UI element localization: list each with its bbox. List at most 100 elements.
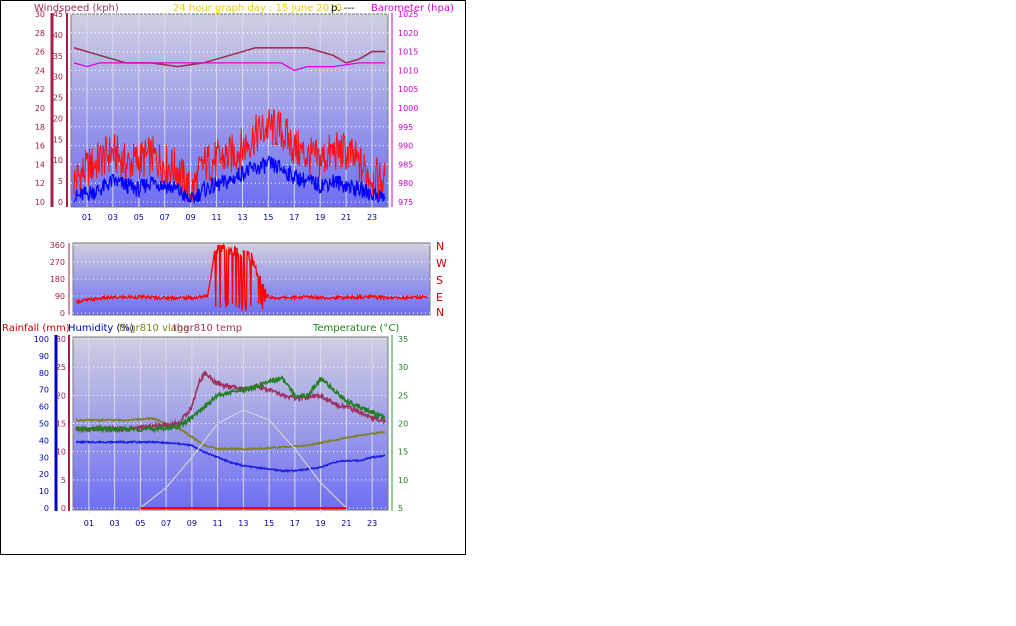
temperature-tick: 20: [398, 420, 408, 429]
weather-graph: Windspeed (kph) 24 hour graph day : 15 J…: [2, 3, 454, 528]
top-hour-tick: 21: [341, 213, 351, 222]
barometer2-series: [73, 62, 385, 72]
bottom-hour-tick: 09: [187, 519, 197, 528]
baro-axis-label: Barometer (hpa): [371, 3, 454, 14]
rain-tick: 0: [44, 504, 49, 513]
rain-tick: 100: [34, 335, 49, 344]
top-hour-tick: 01: [82, 213, 92, 222]
wind-outer-tick: 28: [35, 29, 45, 38]
bottom-hour-tick: 11: [213, 519, 223, 528]
vlaga-legend: thgr810 vlaga: [119, 323, 189, 334]
humidity-tick: 10: [56, 448, 66, 457]
wind-outer-tick: 20: [35, 104, 45, 113]
wind-outer-tick: 30: [35, 10, 45, 19]
temperature-tick: 25: [398, 391, 408, 400]
wind-outer-tick: 18: [35, 123, 45, 132]
temperature-tick: 10: [398, 476, 408, 485]
top-hour-tick: 15: [263, 213, 273, 222]
wind-direction-series: [75, 243, 428, 312]
wind-outer-tick: 16: [35, 142, 45, 151]
baro-tick: 975: [398, 198, 413, 207]
humidity-axis-label: Humidity (%): [68, 323, 134, 334]
wind-outer-tick: 12: [35, 179, 45, 188]
rain-axis-label: Rainfall (mm): [2, 323, 70, 334]
humidity-tick: 20: [56, 391, 66, 400]
humidity-tick: 15: [56, 420, 66, 429]
top-hour-tick: 19: [315, 213, 325, 222]
bottom-hour-tick: 15: [264, 519, 274, 528]
rain-tick: 20: [39, 470, 49, 479]
baro-tick: 1010: [398, 66, 418, 75]
graph-title: 24 hour graph day : 15 June 2010: [173, 3, 342, 14]
baro-tick: 1020: [398, 29, 418, 38]
humidity-tick: 5: [61, 476, 66, 485]
top-hour-tick: 11: [211, 213, 221, 222]
top-hour-tick: 13: [237, 213, 247, 222]
wind-inner-tick: 10: [53, 156, 63, 165]
wind-axis-label: Windspeed (kph): [34, 3, 119, 14]
wind-inner-tick: 25: [53, 94, 63, 103]
humidity-series: [75, 439, 386, 473]
bottom-hour-tick: 19: [316, 519, 326, 528]
wind-outer-tick: 10: [35, 198, 45, 207]
bottom-hour-tick: 07: [161, 519, 171, 528]
bottom-hour-tick: 23: [367, 519, 377, 528]
direction-tick: 180: [50, 275, 65, 284]
rain-tick: 40: [39, 436, 49, 445]
compass-w: W: [436, 257, 447, 270]
rain-tick: 50: [39, 420, 49, 429]
wind-outer-tick: 22: [35, 85, 45, 94]
wind-inner-tick: 35: [53, 52, 63, 61]
compass-e: E: [436, 291, 443, 304]
baro-tick: 1025: [398, 10, 418, 19]
direction-tick: 270: [50, 258, 65, 267]
humidity-tick: 25: [56, 363, 66, 372]
temperature-series: [75, 375, 386, 434]
wind-outer-tick: 26: [35, 48, 45, 57]
wind-inner-tick: 5: [58, 177, 63, 186]
bottom-hour-tick: 21: [341, 519, 351, 528]
top-hour-tick: 17: [289, 213, 299, 222]
bottom-hour-tick: 17: [290, 519, 300, 528]
top-hour-tick: 05: [134, 213, 144, 222]
direction-tick: 90: [55, 292, 65, 301]
wind-outer-tick: 14: [35, 160, 45, 169]
vlaga-series: [75, 416, 386, 452]
baro-tick: 985: [398, 160, 413, 169]
wind-inner-tick: 30: [53, 73, 63, 82]
baro-tick: 1015: [398, 48, 418, 57]
bottom-hour-tick: 03: [110, 519, 120, 528]
wind-inner-tick: 20: [53, 114, 63, 123]
graph-frame: Windspeed (kph) 24 hour graph day : 15 J…: [0, 0, 466, 555]
rain-tick: 30: [39, 453, 49, 462]
top-hour-tick: 23: [367, 213, 377, 222]
temperature-axis-label: Temperature (°C): [312, 323, 399, 334]
wind-outer-tick: 24: [35, 66, 45, 75]
solar-series: [140, 409, 347, 509]
temperature-tick: 15: [398, 448, 408, 457]
top-plot-area: [70, 13, 389, 208]
baro-tick: 1000: [398, 104, 418, 113]
temperature-tick: 35: [398, 335, 408, 344]
baro-tick: 1005: [398, 85, 418, 94]
legend-fragment: p. ---: [331, 3, 355, 14]
temperature-tick: 30: [398, 363, 408, 372]
humidity-tick: 30: [56, 335, 66, 344]
bottom-hour-tick: 01: [84, 519, 94, 528]
gust-series: [74, 155, 386, 205]
top-hour-tick: 03: [108, 213, 118, 222]
wind-inner-tick: 0: [58, 198, 63, 207]
temp-b-legend: thgr810 temp: [173, 323, 242, 334]
baro-tick: 980: [398, 179, 413, 188]
top-hour-tick: 09: [186, 213, 196, 222]
bottom-plot-area: [72, 336, 389, 511]
wind-inner-tick: 15: [53, 135, 63, 144]
wind-inner-tick: 45: [53, 10, 63, 19]
humidity-tick: 0: [61, 504, 66, 513]
compass-n-bottom: N: [436, 306, 444, 319]
rain-tick: 90: [39, 352, 49, 361]
direction-tick: 0: [60, 309, 65, 318]
rain-tick: 60: [39, 403, 49, 412]
bottom-hour-tick: 05: [135, 519, 145, 528]
baro-tick: 990: [398, 142, 413, 151]
